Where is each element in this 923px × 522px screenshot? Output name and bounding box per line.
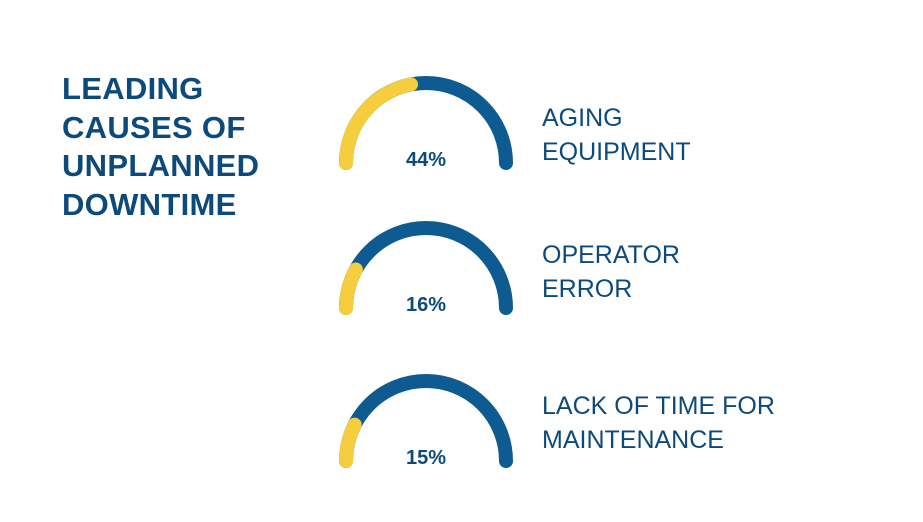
title-line: LEADING [62,71,204,106]
gauge-aging-equipment: 44% [339,76,513,171]
gauge-label-line: AGING [542,104,623,132]
gauge-label-line: ERROR [542,275,633,303]
gauge-fill [339,77,419,170]
gauge-value-label: 16% [406,294,446,316]
gauge-label-line: MAINTENANCE [542,426,724,454]
gauge-label-line: EQUIPMENT [542,138,691,166]
title-line: CAUSES OF [62,109,246,145]
gauge-label-lack-of-time: LACK OF TIME FOR MAINTENANCE [542,389,775,457]
gauge-label-aging-equipment: AGING EQUIPMENT [542,101,691,169]
gauge-label-operator-error: OPERATOR ERROR [542,238,680,306]
gauge-operator-error: 16% [339,221,513,316]
gauge-lack-of-time: 15% [339,374,513,469]
gauge-fill [339,417,362,468]
gauge-value-label: 15% [406,447,446,469]
gauge-value-label: 44% [406,149,446,171]
title-line: UNPLANNED [62,148,260,183]
gauge-label-line: OPERATOR [542,241,680,269]
page-title: LEADING CAUSES OF UNPLANNED DOWNTIME [62,70,302,224]
gauge-fill [339,262,363,315]
gauge-label-line: LACK OF TIME FOR [542,392,775,420]
title-line: DOWNTIME [62,186,237,222]
